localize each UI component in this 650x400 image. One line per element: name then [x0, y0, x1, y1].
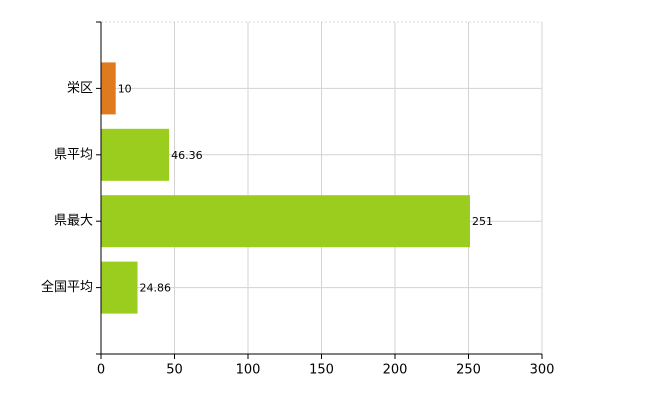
bar	[101, 128, 170, 181]
x-tick-label: 0	[97, 363, 105, 378]
x-tick-label: 50	[166, 363, 183, 378]
value-label: 24.86	[140, 282, 172, 295]
x-tick-label: 200	[383, 363, 408, 378]
bar	[101, 62, 116, 115]
y-tick-label: 県最大	[54, 214, 93, 229]
x-tick-label: 250	[456, 363, 481, 378]
bar	[101, 261, 138, 314]
value-label: 251	[472, 215, 493, 228]
x-tick-label: 300	[530, 363, 555, 378]
y-tick-label: 全国平均	[41, 279, 93, 295]
value-label: 46.36	[171, 149, 203, 162]
value-label: 10	[118, 82, 132, 95]
y-tick-label: 県平均	[54, 147, 93, 162]
bar	[101, 195, 470, 248]
y-tick-label: 栄区	[67, 81, 93, 96]
x-tick-label: 100	[236, 363, 261, 378]
x-tick-label: 150	[309, 363, 334, 378]
